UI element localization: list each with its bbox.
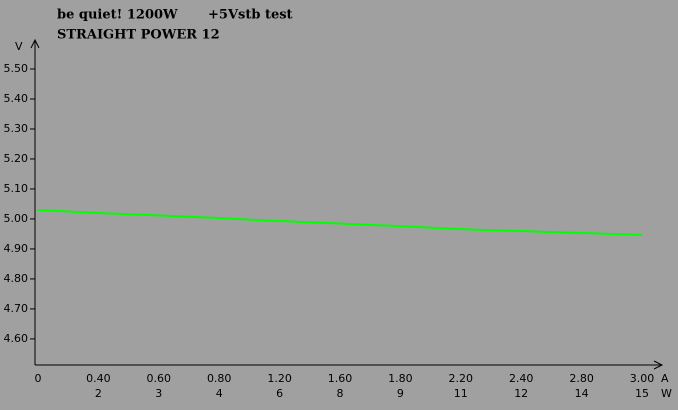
data-line [37, 208, 643, 236]
x-tick-label: 1.60 [328, 372, 353, 385]
y-tick-label: 5.20 [4, 152, 29, 165]
y-tick-label: 5.30 [4, 122, 29, 135]
x2-tick-label: 12 [514, 387, 528, 400]
y-tick-label: 5.40 [4, 92, 29, 105]
y-tick-label: 5.50 [4, 62, 29, 75]
x2-tick-label: 15 [635, 387, 649, 400]
x-tick-label: 2.80 [569, 372, 594, 385]
x-tick-label: 2.40 [509, 372, 534, 385]
y-tick-label: 4.70 [4, 302, 29, 315]
x2-tick-label: 4 [216, 387, 223, 400]
x2-tick-label: 3 [155, 387, 162, 400]
y-axis-label: V [15, 40, 23, 53]
x-axis-label: A [661, 372, 669, 385]
x-tick-label: 2.20 [449, 372, 474, 385]
y-tick-label: 5.00 [4, 212, 29, 225]
x2-tick-label: 14 [575, 387, 589, 400]
x-tick-label: 0.60 [147, 372, 172, 385]
x2-tick-label: 8 [337, 387, 344, 400]
model-name: STRAIGHT POWER 12 [57, 28, 220, 43]
y-tick-label: 4.60 [4, 332, 29, 345]
x-tick-label: 0.40 [86, 372, 111, 385]
x-tick-label: 0.80 [207, 372, 232, 385]
x-tick-label: 3.00 [630, 372, 655, 385]
x2-tick-label: 2 [95, 387, 102, 400]
chart-title: be quiet! 1200W [57, 8, 178, 23]
chart-subtitle: +5Vstb test [208, 8, 293, 23]
y-tick-label: 4.80 [4, 272, 29, 285]
x2-tick-label: 6 [276, 387, 283, 400]
x-tick-label: 0 [35, 372, 42, 385]
x-axis-arrow [653, 360, 664, 370]
x2-tick-label: 9 [397, 387, 404, 400]
x-tick-label: 1.80 [388, 372, 413, 385]
x2-tick-label: 11 [454, 387, 468, 400]
y-tick-label: 5.10 [4, 182, 29, 195]
y-axis-arrow [30, 38, 40, 49]
x-tick-label: 1.20 [267, 372, 292, 385]
x2-axis-label: W [661, 387, 672, 400]
y-tick-label: 4.90 [4, 242, 29, 255]
